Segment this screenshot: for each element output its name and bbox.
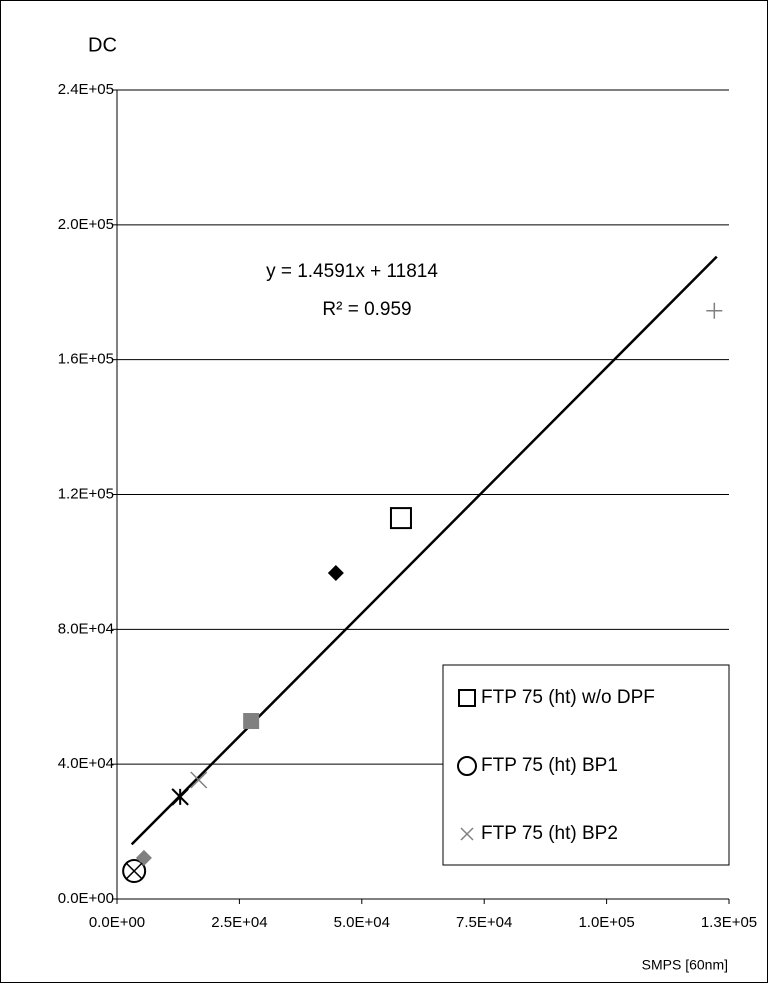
- marker-part: [135, 849, 152, 866]
- legend: FTP 75 (ht) w/o DPF FTP 75 (ht) BP1 FTP 75…: [442, 664, 730, 866]
- marker-part: [243, 713, 260, 730]
- y-tick-label: 2.4E+05: [58, 81, 114, 98]
- chart-title: DC: [88, 34, 117, 56]
- trendline-r-squared: R² = 0.959: [322, 299, 411, 320]
- marker-part: [190, 771, 208, 789]
- marker-diamond: [135, 849, 152, 866]
- trendline-equation: y = 1.4591x + 11814: [266, 261, 438, 282]
- marker-x: [460, 827, 474, 841]
- marker-part: [706, 302, 723, 319]
- legend-label: FTP 75 (ht) BP1: [481, 755, 618, 776]
- x-tick-label: 2.5E+04: [211, 914, 267, 931]
- marker-part: [460, 827, 474, 841]
- marker-part: [125, 862, 143, 880]
- x-tick-label: 0.0E+00: [89, 914, 145, 931]
- x-tick-label: 7.5E+04: [456, 914, 512, 931]
- marker-asterisk: [171, 788, 189, 806]
- marker-part: [389, 507, 412, 530]
- legend-label: FTP 75 (ht) w/o DPF: [481, 687, 655, 708]
- x-axis-label: SMPS [60nm]: [642, 957, 728, 973]
- marker-diamond: [327, 565, 344, 582]
- x-tick-label: 1.3E+05: [701, 914, 757, 931]
- marker-square-open: [458, 689, 476, 707]
- y-tick-label: 8.0E+04: [58, 620, 114, 637]
- marker-circle-open: [457, 756, 477, 776]
- marker-square: [243, 713, 260, 730]
- marker-part: [122, 859, 147, 884]
- x-tick-label: 1.0E+05: [578, 914, 634, 931]
- y-tick-label: 1.6E+05: [58, 351, 114, 368]
- marker-part: [458, 689, 476, 707]
- marker-part: [171, 788, 189, 806]
- marker-square-open: [389, 507, 412, 530]
- marker-part: [457, 756, 477, 776]
- legend-label: FTP 75 (ht) BP2: [481, 823, 618, 844]
- y-tick-label: 0.0E+00: [58, 890, 114, 907]
- marker-plus: [706, 302, 723, 319]
- y-tick-label: 4.0E+04: [58, 755, 114, 772]
- marker-circle-open: [122, 859, 147, 884]
- marker-x: [190, 771, 208, 789]
- legend-box: [442, 664, 730, 866]
- marker-x: [125, 862, 143, 880]
- y-tick-label: 2.0E+05: [58, 216, 114, 233]
- y-tick-label: 1.2E+05: [58, 485, 114, 502]
- trendline: [130, 255, 718, 846]
- marker-part: [327, 565, 344, 582]
- x-tick-label: 5.0E+04: [334, 914, 390, 931]
